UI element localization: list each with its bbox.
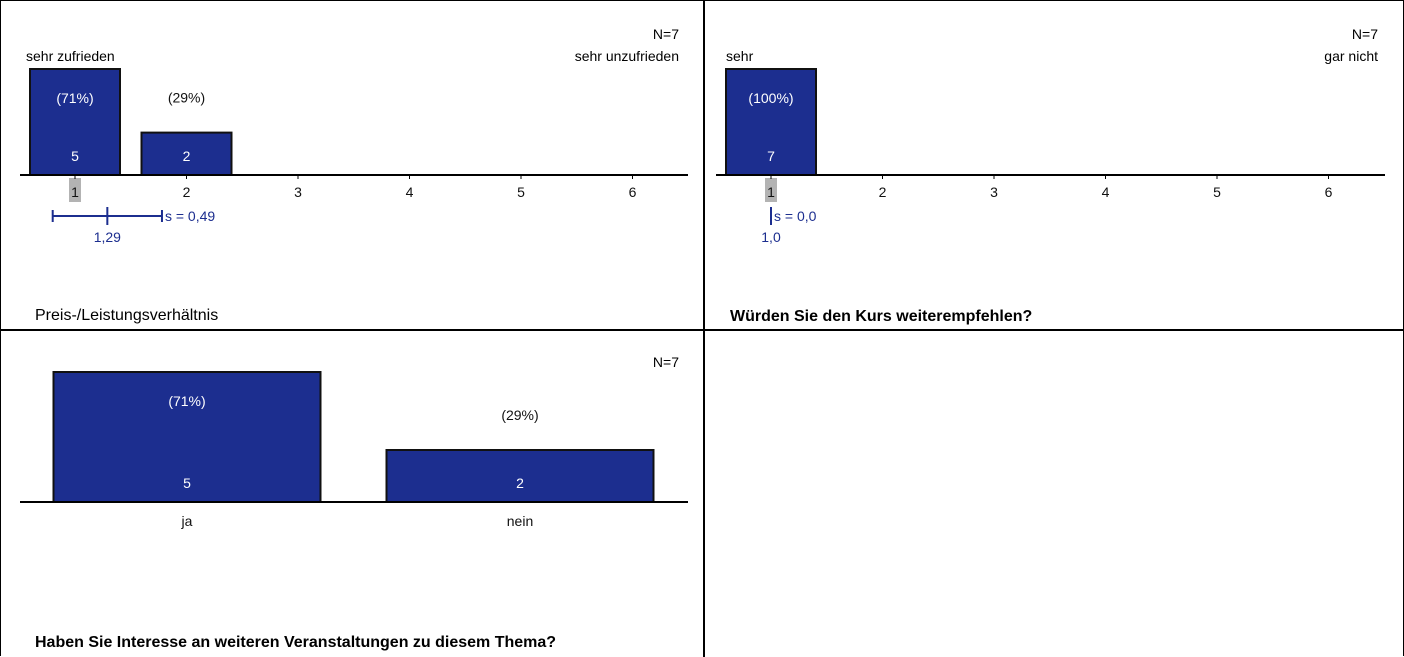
- sd-label: s = 0,0: [774, 208, 817, 224]
- bars-group: 7 (100%): [725, 68, 817, 176]
- x-tick-label: 2: [183, 184, 191, 200]
- bar-percent-label: (29%): [168, 90, 205, 106]
- chart-svg-1: 5 (71%) 2 (29%) 1 2 3 4 5 6 s = 0,49 1,29 N=7 seh…: [20, 26, 688, 324]
- mean-label: 1,0: [761, 229, 781, 245]
- n-label: N=7: [653, 26, 679, 42]
- bar-value-label: 2: [516, 475, 524, 491]
- x-tick-label: nein: [507, 513, 533, 529]
- bars-group: 5 (71%) 2 (29%): [29, 68, 233, 177]
- bar: [29, 68, 121, 176]
- bar-percent-label: (71%): [168, 393, 205, 409]
- mean-sd-indicator: s = 0,0 1,0: [761, 207, 817, 245]
- bar: [140, 131, 233, 177]
- x-ticks-group: 1 2 3 4 5 6: [69, 175, 637, 202]
- n-label: N=7: [1352, 26, 1378, 42]
- bar-value-label: 7: [767, 148, 775, 164]
- bar-value-label: 2: [183, 148, 191, 164]
- chart-title: Preis-/Leistungsverhältnis: [35, 307, 218, 324]
- bar-percent-label: (71%): [56, 90, 93, 106]
- bar-value-label: 5: [71, 148, 79, 164]
- bar-value-label: 5: [183, 475, 191, 491]
- chart-svg-3: 5 (71%) 2 (29%) ja nein N=7 Haben Sie Intere…: [20, 354, 688, 651]
- median-marker: [765, 178, 777, 202]
- chart-panel-preis-leistung: 5 (71%) 2 (29%) 1 2 3 4 5 6 s = 0,49 1,29 N=7 seh…: [0, 0, 703, 329]
- mean-label: 1,29: [94, 229, 121, 245]
- bar: [725, 68, 817, 176]
- x-tick-label: ja: [181, 513, 193, 529]
- x-ticks-group: ja nein: [181, 513, 534, 529]
- left-anchor-label: sehr: [726, 48, 754, 64]
- x-tick-label: 1: [71, 184, 79, 200]
- bar: [385, 449, 655, 503]
- x-tick-label: 5: [517, 184, 525, 200]
- sd-label: s = 0,49: [165, 208, 215, 224]
- chart-title: Würden Sie den Kurs weiterempfehlen?: [730, 308, 1032, 325]
- right-anchor-label: sehr unzufrieden: [575, 48, 679, 64]
- mean-sd-indicator: s = 0,49 1,29: [51, 207, 215, 245]
- x-tick-label: 6: [629, 184, 637, 200]
- vertical-divider: [703, 0, 705, 657]
- left-anchor-label: sehr zufrieden: [26, 48, 115, 64]
- chart-title: Haben Sie Interesse an weiteren Veransta…: [35, 634, 556, 651]
- x-tick-label: 1: [767, 184, 775, 200]
- x-tick-label: 6: [1325, 184, 1333, 200]
- bars-group: 5 (71%) 2 (29%): [52, 371, 655, 503]
- bar: [52, 371, 322, 503]
- horizontal-divider: [0, 329, 1404, 331]
- bar-percent-label: (100%): [748, 90, 793, 106]
- x-tick-label: 3: [294, 184, 302, 200]
- chart-panel-weiterempfehlen: 7 (100%) 1 2 3 4 5 6 s = 0,0 1,0 N=7 sehr gar n…: [705, 0, 1404, 329]
- x-tick-label: 3: [990, 184, 998, 200]
- bar-percent-label: (29%): [501, 407, 538, 423]
- x-tick-label: 4: [1102, 184, 1110, 200]
- x-ticks-group: 1 2 3 4 5 6: [765, 175, 1333, 202]
- chart-svg-2: 7 (100%) 1 2 3 4 5 6 s = 0,0 1,0 N=7 sehr gar n…: [716, 26, 1385, 325]
- chart-panel-interesse: 5 (71%) 2 (29%) ja nein N=7 Haben Sie Intere…: [0, 331, 703, 657]
- n-label: N=7: [653, 354, 679, 370]
- x-tick-label: 5: [1213, 184, 1221, 200]
- x-tick-label: 4: [406, 184, 414, 200]
- median-marker: [69, 178, 81, 202]
- right-anchor-label: gar nicht: [1324, 48, 1378, 64]
- x-tick-label: 2: [879, 184, 887, 200]
